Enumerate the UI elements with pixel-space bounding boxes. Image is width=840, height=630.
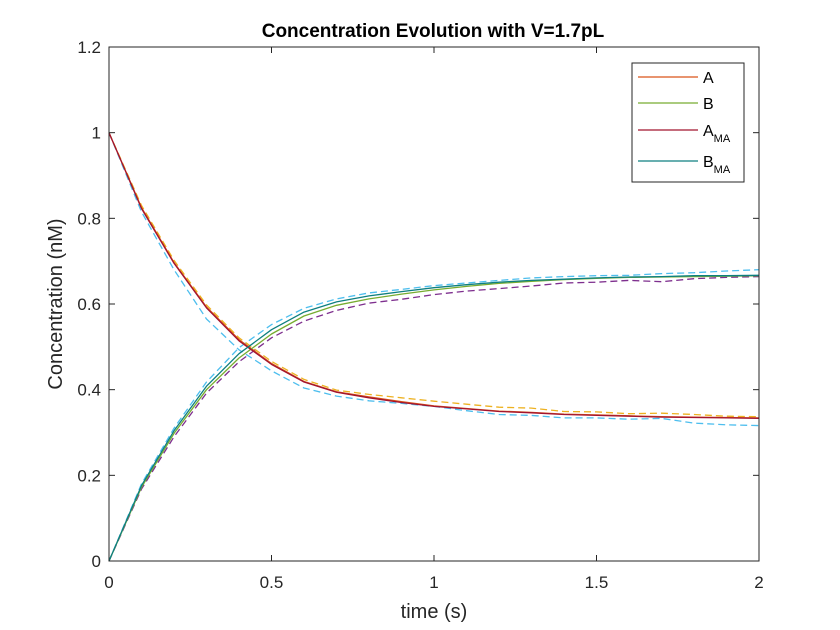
y-tick-label: 1	[92, 124, 101, 143]
chart-title: Concentration Evolution with V=1.7pL	[262, 21, 605, 42]
legend-entry: BMA	[703, 154, 731, 176]
x-tick-label: 1.5	[585, 573, 609, 592]
y-tick-label: 0.4	[77, 381, 101, 400]
legend-box	[631, 62, 745, 183]
x-tick-label: 1	[429, 573, 438, 592]
series-line-a-ma	[108, 132, 760, 420]
y-tick-label: 0	[92, 552, 101, 571]
y-tick-label: 1.2	[77, 38, 101, 57]
simulation-dashed-line	[108, 269, 760, 562]
legend-entry: A	[703, 70, 714, 87]
legend: AB AMA BMA	[631, 62, 745, 183]
x-axis-label: time (s)	[401, 601, 468, 623]
ticks-layer: 0 0.5 1 1.5 2 0 0.2 0.4 0.6 0.8 1 1.2	[77, 38, 763, 592]
series-line-b-ma	[108, 274, 760, 562]
x-tick-label: 2	[754, 573, 763, 592]
y-tick-label: 0.8	[77, 209, 101, 228]
y-axis-label: Concentration (nM)	[45, 218, 67, 389]
legend-entry: B	[703, 96, 714, 113]
simulation-dashed-line	[108, 132, 760, 418]
y-tick-label: 0.2	[77, 466, 101, 485]
x-tick-label: 0	[104, 573, 113, 592]
legend-entry: AMA	[703, 123, 731, 145]
y-tick-label: 0.6	[77, 295, 101, 314]
x-tick-label: 0.5	[260, 573, 284, 592]
series-layer	[108, 132, 760, 562]
simulation-dashed-line	[108, 275, 760, 562]
